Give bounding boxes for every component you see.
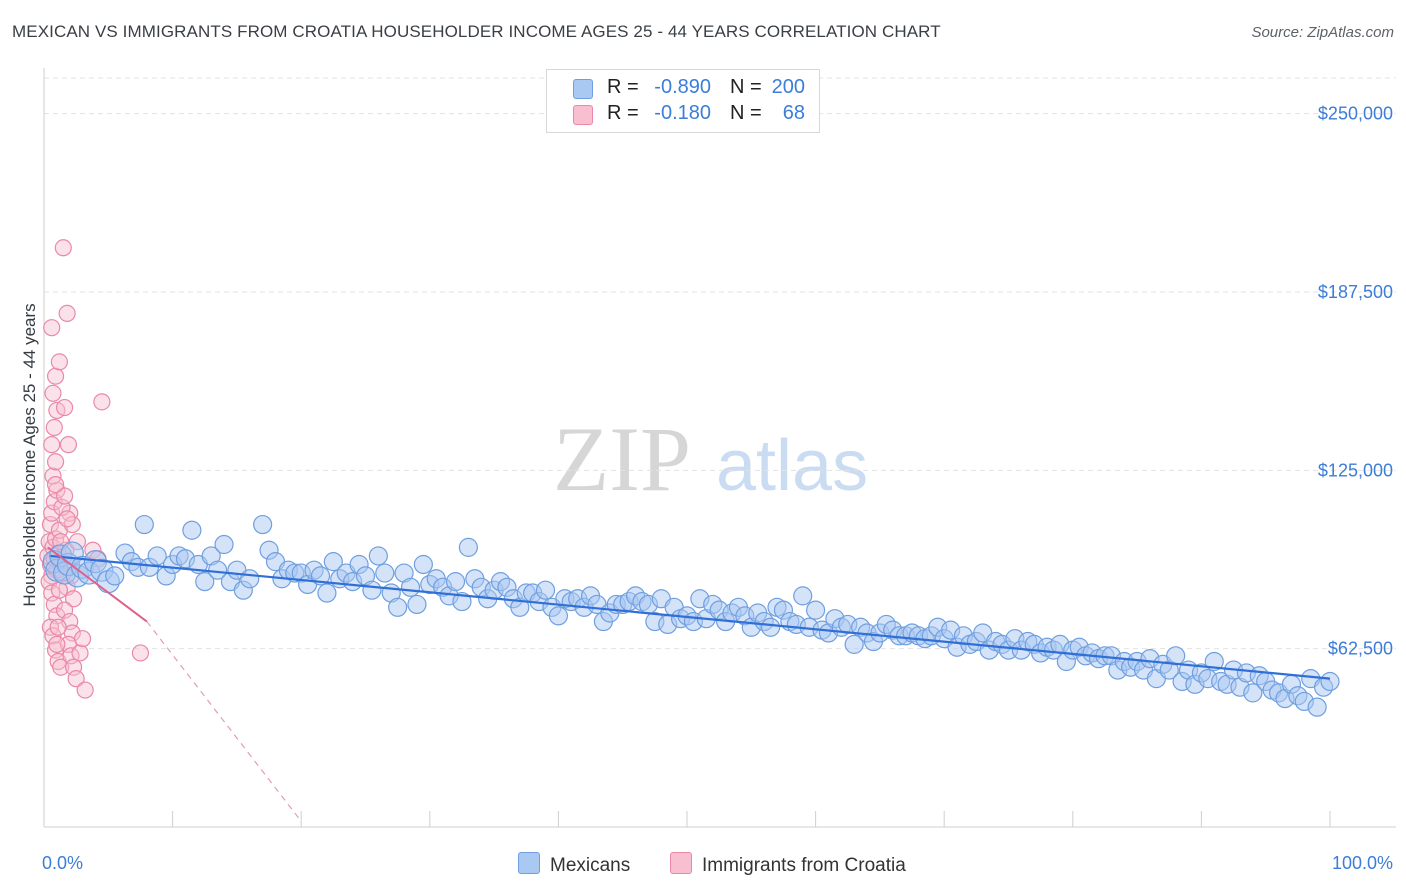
croatia-point: [45, 418, 63, 437]
legend-r-value: -0.180: [654, 102, 711, 124]
mexican-point: [413, 554, 433, 575]
mexican-point: [1243, 683, 1263, 703]
mexican-point: [793, 586, 813, 606]
grid: [44, 77, 1396, 650]
mexican-point: [195, 572, 215, 592]
x-tick-label: 0.0%: [42, 853, 83, 873]
mexican-point: [1320, 671, 1340, 692]
x-tick-labels: 0.0% 100.0%: [42, 853, 1393, 873]
croatia-point: [46, 476, 65, 494]
croatia-points: [39, 239, 150, 699]
mexican-point: [445, 572, 466, 592]
mexican-point: [375, 563, 395, 583]
mexican-point: [1307, 697, 1327, 717]
bottom-legend-label: Mexicans: [550, 855, 631, 876]
chart-title: MEXICAN VS IMMIGRANTS FROM CROATIA HOUSE…: [12, 22, 941, 41]
mexican-point: [105, 566, 125, 586]
croatia-point: [54, 239, 72, 257]
mexican-point: [844, 634, 864, 654]
correlation-legend: R = -0.890 N = 200 R = -0.180 N = 68: [546, 69, 820, 133]
mexican-point: [760, 617, 781, 637]
croatia-point: [131, 644, 150, 662]
mexican-point: [805, 600, 826, 620]
croatia-point: [93, 393, 111, 411]
mexican-point: [317, 583, 337, 603]
mexican-point: [368, 546, 388, 566]
croatia-point: [71, 644, 89, 662]
mexican-point: [1166, 646, 1186, 666]
croatia-point: [48, 635, 66, 653]
legend-swatch-mexicans: [573, 79, 593, 99]
source-label: Source: ZipAtlas.com: [1251, 24, 1394, 41]
mexican-point: [240, 569, 260, 589]
bottom-legend-mexicans: Mexicans: [518, 852, 630, 877]
y-axis-label: Householder Income Ages 25 - 44 years: [20, 303, 39, 606]
croatia-point: [67, 670, 85, 688]
mexican-point: [323, 552, 343, 572]
mexican-point: [407, 594, 427, 615]
bottom-legend-swatch-mexicans: [518, 852, 540, 874]
watermark-zip: ZIP: [553, 408, 691, 510]
y-tick-label: $250,000: [1318, 104, 1393, 124]
croatia-trend-line: [47, 546, 148, 623]
x-tick-label: 100.0%: [1332, 853, 1393, 873]
mexican-point: [388, 597, 408, 617]
mexican-point: [458, 537, 478, 557]
mexican-point: [362, 580, 382, 600]
bottom-legend-croatia: Immigrants from Croatia: [670, 852, 906, 877]
croatia-point: [44, 627, 62, 645]
croatia-point: [59, 436, 78, 454]
croatia-point: [58, 304, 76, 322]
legend-n-value: 68: [782, 102, 805, 124]
legend-swatch-croatia: [573, 105, 593, 125]
mexican-point: [214, 534, 234, 555]
croatia-point: [49, 618, 67, 636]
legend-r-value: -0.890: [654, 76, 711, 98]
croatia-point: [58, 510, 76, 528]
trend-lines: [47, 546, 1331, 822]
y-tick-label: $187,500: [1318, 282, 1393, 302]
legend-n-label: N =: [730, 102, 762, 124]
mexican-point: [253, 514, 273, 535]
y-tick-labels: $62,500 $125,000 $187,500 $250,000: [1318, 104, 1393, 659]
croatia-point: [55, 487, 74, 505]
mexican-point: [535, 580, 556, 600]
croatia-point: [52, 658, 70, 676]
croatia-point: [46, 367, 65, 385]
croatia-point: [64, 590, 83, 608]
legend-r-label: R =: [607, 102, 639, 124]
mexican-point: [400, 577, 421, 597]
mexican-point: [452, 591, 472, 612]
mexican-point: [182, 520, 202, 540]
bottom-legend-label: Immigrants from Croatia: [702, 855, 906, 876]
watermark-atlas: atlas: [716, 426, 868, 506]
legend-r-label: R =: [607, 76, 639, 98]
y-tick-label: $62,500: [1328, 639, 1393, 659]
croatia-point: [73, 630, 92, 648]
croatia-point: [43, 319, 61, 337]
croatia-trend-extension: [146, 621, 302, 822]
croatia-point: [43, 436, 61, 454]
bottom-legend-swatch-croatia: [670, 852, 692, 874]
mexican-point: [548, 606, 569, 626]
mexican-point: [147, 546, 167, 566]
croatia-point: [55, 398, 74, 417]
croatia-point: [44, 384, 62, 402]
watermark: ZIP atlas: [553, 408, 868, 510]
croatia-point: [46, 453, 65, 471]
legend-n-label: N =: [730, 76, 762, 98]
mexican-point: [134, 514, 154, 535]
croatia-point: [76, 681, 94, 699]
y-tick-label: $125,000: [1318, 460, 1393, 480]
legend-n-value: 200: [771, 76, 805, 98]
mexican-points: [42, 514, 1340, 717]
croatia-point: [50, 353, 69, 371]
mexican-trend-line: [50, 554, 1331, 680]
